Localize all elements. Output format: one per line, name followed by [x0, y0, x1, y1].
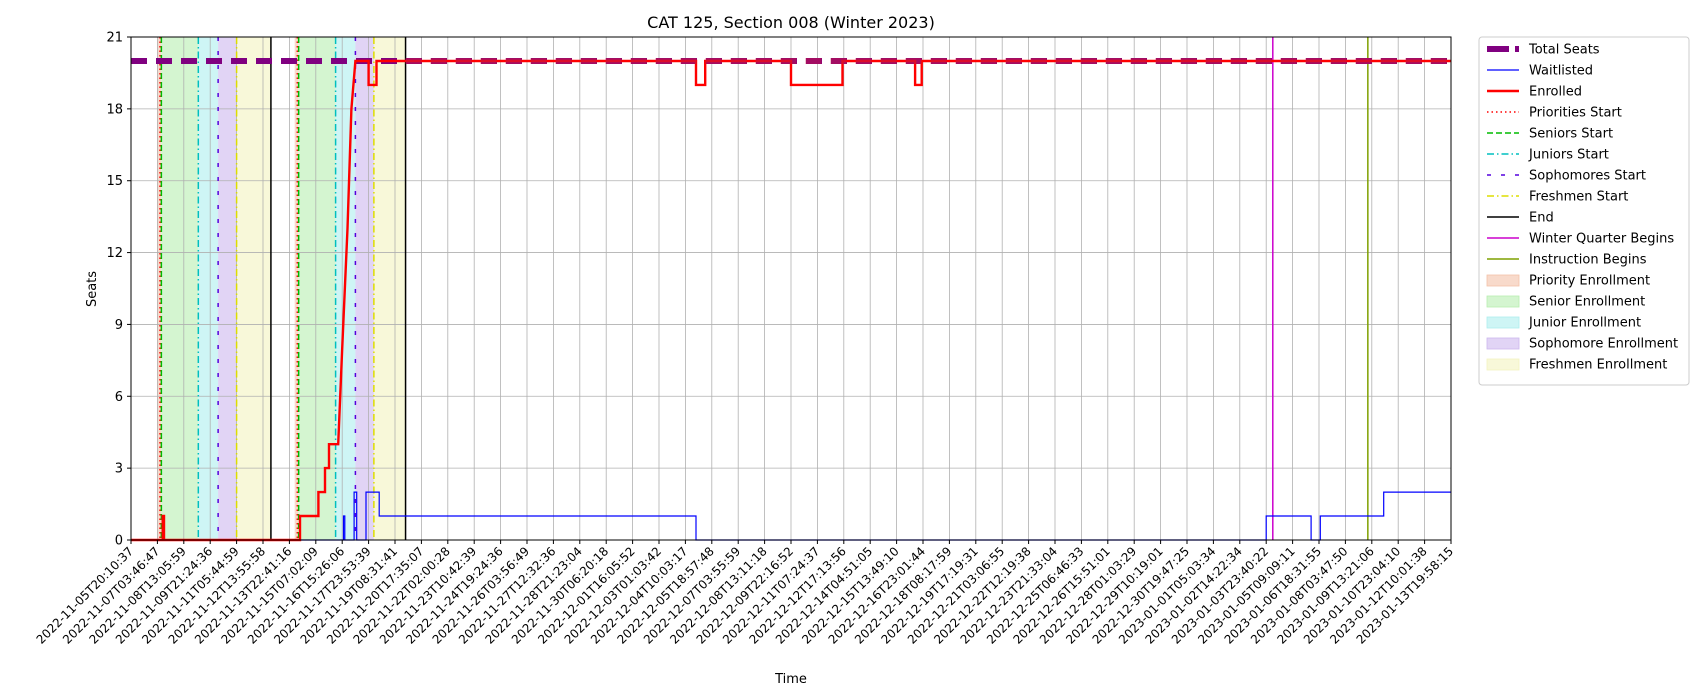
legend-label-freshmen-start: Freshmen Start [1529, 190, 1628, 205]
legend-label-seniors-start: Seniors Start [1529, 127, 1613, 142]
y-axis-ticks: 0 3 6 9 12 15 18 21 [106, 31, 131, 549]
x-axis-ticks: 2022-11-05T20:10:372022-11-07T03:46:4720… [34, 540, 1456, 647]
legend-label-instruction-begins: Instruction Begins [1529, 253, 1647, 268]
band-sophomore-enrollment [218, 37, 237, 540]
y-tick-label: 9 [115, 318, 123, 333]
y-tick-label: 21 [106, 31, 123, 46]
series-enrolled [131, 59, 1451, 542]
y-tick-label: 18 [106, 102, 123, 117]
x-axis-label: Time [774, 672, 807, 687]
legend-label-freshmen-enrollment: Freshmen Enrollment [1529, 358, 1667, 373]
legend-label-enrolled: Enrolled [1529, 85, 1582, 100]
legend-label-senior-enrollment: Senior Enrollment [1529, 295, 1645, 310]
band-freshmen-enrollment [236, 37, 271, 540]
y-tick-label: 6 [115, 390, 123, 405]
band-junior-enrollment [198, 37, 219, 540]
legend-swatch-sophomore-enrollment [1486, 337, 1520, 350]
legend-label-total-seats: Total Seats [1528, 43, 1600, 58]
band-sophomore-enrollment [355, 37, 374, 540]
legend-swatch-junior-enrollment [1486, 316, 1520, 329]
legend-swatch-priority-enrollment [1486, 274, 1520, 287]
legend-label-winter-quarter-begins: Winter Quarter Begins [1529, 232, 1674, 247]
grid [130, 36, 1452, 541]
chart-title: CAT 125, Section 008 (Winter 2023) [647, 13, 935, 32]
band-priority-enrollment [294, 37, 299, 540]
y-tick-label: 0 [115, 534, 123, 549]
legend-swatch-freshmen-enrollment [1486, 358, 1520, 371]
legend-label-end: End [1529, 211, 1554, 226]
legend-label-priorities-start: Priorities Start [1529, 106, 1622, 121]
legend-label-waitlisted: Waitlisted [1529, 64, 1593, 79]
band-senior-enrollment [161, 37, 199, 540]
y-tick-label: 12 [106, 246, 123, 261]
y-tick-label: 15 [106, 174, 123, 189]
marker-lines [159, 37, 1369, 540]
legend-box [1478, 36, 1690, 386]
legend-label-juniors-start: Juniors Start [1528, 148, 1609, 163]
enrollment-bands [157, 37, 406, 540]
legend: Total Seats Waitlisted Enrolled Priorities … [1478, 36, 1690, 386]
legend-label-junior-enrollment: Junior Enrollment [1528, 316, 1641, 331]
y-tick-label: 3 [115, 462, 123, 477]
legend-swatch-senior-enrollment [1486, 295, 1520, 308]
legend-label-sophomore-enrollment: Sophomore Enrollment [1529, 337, 1678, 352]
legend-label-sophomores-start: Sophomores Start [1529, 169, 1646, 184]
band-priority-enrollment [157, 37, 162, 540]
legend-label-priority-enrollment: Priority Enrollment [1529, 274, 1650, 289]
y-axis-label: Seats [85, 271, 100, 307]
band-freshmen-enrollment [373, 37, 406, 540]
